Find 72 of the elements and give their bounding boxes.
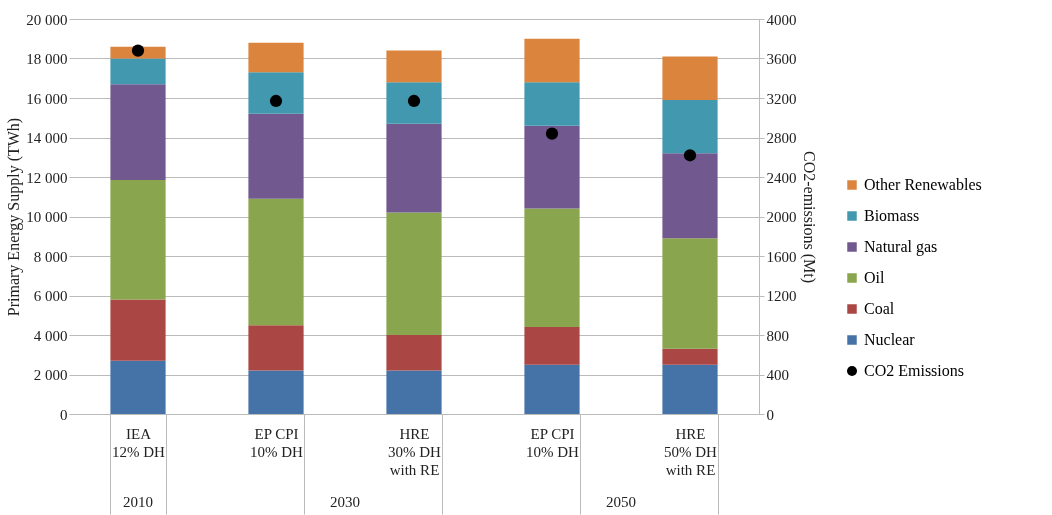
bar <box>248 325 304 371</box>
legend-label: Natural gas <box>864 238 938 256</box>
bar <box>524 38 580 83</box>
y2-tick-label: 2800 <box>766 130 797 146</box>
bar <box>110 84 166 180</box>
y2-tick-label: 3600 <box>766 51 797 67</box>
point <box>683 149 697 162</box>
bar <box>248 370 304 414</box>
x-tick-label: EP CPI 10% DH <box>526 425 580 460</box>
bar <box>386 370 442 414</box>
bar <box>662 153 718 239</box>
bar <box>110 58 166 85</box>
bar <box>386 212 442 335</box>
y-axis-title: Primary Energy Supply (TWh) <box>5 117 24 317</box>
y-tick-label: 14 000 <box>26 130 68 146</box>
bar <box>110 360 166 414</box>
legend-label: Biomass <box>864 207 920 224</box>
bar <box>662 348 718 365</box>
y2-tick-label: 400 <box>766 367 789 383</box>
y-tick-label: 10 000 <box>26 209 68 225</box>
legend-label: CO2 Emissions <box>864 362 965 379</box>
point <box>545 127 559 140</box>
y-tick-label: 18 000 <box>26 51 68 67</box>
y2-tick-label: 2400 <box>766 169 797 186</box>
y2-tick-label: 3200 <box>766 90 797 107</box>
y2-tick-label: 1600 <box>766 248 797 265</box>
bar <box>524 125 580 209</box>
bar <box>386 123 442 213</box>
bar <box>110 179 166 300</box>
y-tick-label: 12 000 <box>26 169 68 186</box>
bar <box>248 198 304 326</box>
y2-axis-title: CO2-emissions (Mt) <box>799 151 818 283</box>
text: 2010 <box>123 494 153 510</box>
x-tick-label: EP CPI 10% DH <box>250 425 304 460</box>
y-tick-label: 20 000 <box>26 11 68 28</box>
x-tick-label: HRE 50% DH with RE <box>664 425 718 478</box>
text: 2030 <box>330 494 360 510</box>
y2-tick-label: 800 <box>766 327 789 344</box>
y-tick-label: 2 000 <box>33 367 68 383</box>
y-tick-label: 8 000 <box>33 248 68 265</box>
bar <box>386 335 442 371</box>
bar <box>524 364 580 414</box>
bar <box>662 238 718 349</box>
bar <box>386 50 442 83</box>
bar <box>662 99 718 154</box>
y-tick-label: 16 000 <box>26 90 68 107</box>
bar <box>110 299 166 361</box>
bar <box>662 364 718 414</box>
y2-tick-label: 4000 <box>766 11 797 28</box>
legend-label: Nuclear <box>864 331 916 348</box>
legend-label: Other Renewables <box>864 176 982 193</box>
y-tick-label: 0 <box>60 406 68 423</box>
text: 2050 <box>606 494 636 510</box>
bar <box>248 72 304 114</box>
point <box>269 94 283 108</box>
bar <box>386 82 442 124</box>
bar <box>524 208 580 328</box>
x-tick-label: IEA 12% DH <box>112 425 166 460</box>
x-tick-label: HRE 30% DH with RE <box>388 425 442 478</box>
legend-label: Coal <box>864 300 895 317</box>
bar <box>524 82 580 126</box>
bar <box>248 113 304 199</box>
y-tick-label: 6 000 <box>33 288 68 304</box>
y2-tick-label: 2000 <box>766 209 797 225</box>
point <box>131 44 145 57</box>
legend-label: Oil <box>864 269 885 286</box>
bar <box>248 42 304 73</box>
y-tick-label: 4 000 <box>33 327 68 344</box>
bar <box>524 327 580 365</box>
bar <box>662 56 718 100</box>
y2-tick-label: 0 <box>766 406 774 423</box>
y2-tick-label: 1200 <box>766 288 797 304</box>
